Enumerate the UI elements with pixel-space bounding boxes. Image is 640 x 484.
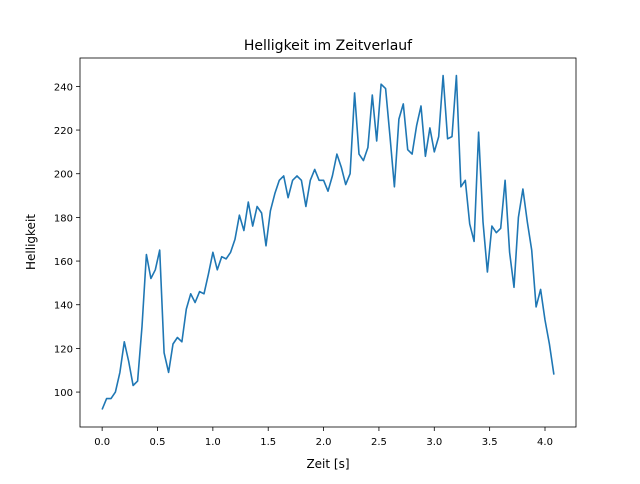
y-tick-label: 100 [54,388,73,399]
y-tick-label: 120 [54,344,73,355]
x-tick-label: 4.0 [537,437,553,448]
y-axis-label: Helligkeit [24,214,38,270]
y-tick-label: 240 [54,82,73,93]
y-tick-label: 220 [54,126,73,137]
x-tick-label: 3.0 [426,437,442,448]
x-tick-label: 1.0 [205,437,221,448]
y-tick-label: 160 [54,257,73,268]
x-tick-label: 2.5 [371,437,387,448]
y-tick-label: 180 [54,213,73,224]
x-tick-label: 0.5 [150,437,166,448]
x-tick-label: 2.0 [316,437,332,448]
x-tick-label: 1.5 [260,437,276,448]
series-line-helligkeit [101,74,555,410]
x-axis-label: Zeit [s] [306,457,349,471]
y-tick-label: 140 [54,301,73,312]
axes-frame [79,57,577,428]
x-tick-label: 3.5 [482,437,498,448]
y-tick-label: 200 [54,170,73,181]
chart-title: Helligkeit im Zeitverlauf [244,38,413,54]
x-tick-label: 0.0 [94,437,110,448]
